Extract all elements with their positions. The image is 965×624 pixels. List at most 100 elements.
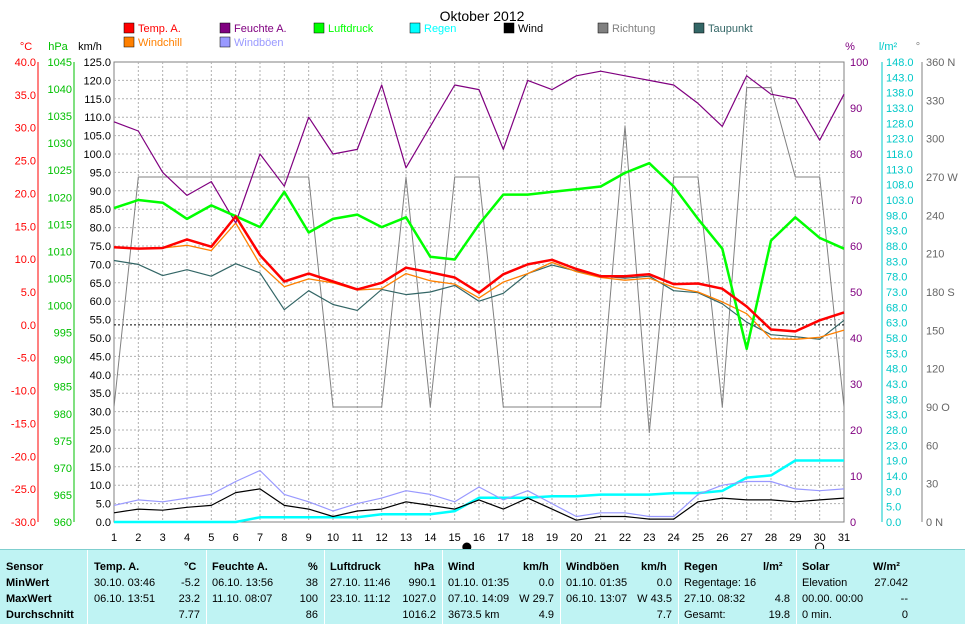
rain-axis-tick: 118.0 xyxy=(886,149,913,161)
header-press: Luftdruck xyxy=(330,561,381,573)
rain-axis-tick: 58.0 xyxy=(886,333,907,345)
stat-row-label: MaxWert xyxy=(6,593,52,605)
stat-temp-time: 30.10. 03:46 xyxy=(94,577,156,589)
rain-axis-tick: 98.0 xyxy=(886,210,907,222)
stat-wind-value: W 29.7 xyxy=(519,593,554,605)
stat-row-label: Durchschnitt xyxy=(6,609,74,621)
rain-axis-tick: 63.0 xyxy=(886,318,907,330)
wind-axis-tick: 125.0 xyxy=(83,57,111,69)
stat-gust-time: 01.10. 01:35 xyxy=(566,577,628,589)
legend-label-taupunkt: Taupunkt xyxy=(708,23,753,35)
temp-axis-tick: -15.0 xyxy=(11,418,36,430)
wind-axis-tick: 5.0 xyxy=(96,499,111,511)
legend-swatch-taupunkt xyxy=(693,22,705,34)
rain-axis-tick: 83.0 xyxy=(886,256,907,268)
pressure-axis-tick: 990 xyxy=(54,355,72,367)
wind-axis-tick: 80.0 xyxy=(90,223,111,235)
x-tick-label: 23 xyxy=(643,532,655,544)
x-tick-label: 9 xyxy=(306,532,312,544)
stat-gust-value: 0.0 xyxy=(656,577,672,589)
wind-axis-tick: 90.0 xyxy=(90,186,111,198)
stat-temp-value: 7.77 xyxy=(178,609,200,621)
humidity-axis-tick: 10 xyxy=(850,471,862,483)
x-tick-label: 31 xyxy=(838,532,850,544)
temp-axis-tick: -30.0 xyxy=(11,517,36,529)
rain-axis-tick: 53.0 xyxy=(886,348,907,360)
rain-axis-tick: 28.0 xyxy=(886,425,907,437)
header-rain-unit: l/m² xyxy=(763,561,783,573)
rain-axis-tick: 33.0 xyxy=(886,410,907,422)
wind-axis-tick: 50.0 xyxy=(90,333,111,345)
temp-axis-tick: 30.0 xyxy=(15,123,36,135)
temp-axis-tick: -20.0 xyxy=(11,451,36,463)
x-tick-label: 30 xyxy=(814,532,826,544)
stat-hum-value: 100 xyxy=(299,593,318,605)
legend-swatch-temp-a xyxy=(123,22,135,34)
wind-axis-tick: 40.0 xyxy=(90,370,111,382)
rain-axis-tick: 19.0 xyxy=(886,456,907,468)
temp-axis-tick: 40.0 xyxy=(15,57,36,69)
pressure-axis-tick: 985 xyxy=(54,382,72,394)
x-tick-label: 4 xyxy=(184,532,190,544)
x-tick-label: 29 xyxy=(789,532,801,544)
stat-temp-value: -5.2 xyxy=(181,577,200,589)
humidity-axis-tick: 20 xyxy=(850,425,862,437)
pressure-axis-tick: 1045 xyxy=(48,57,72,69)
weather-chart: Oktober 2012 Temp. A. Feuchte A. Luftdruck… xyxy=(11,8,958,549)
wind-axis-tick: 105.0 xyxy=(83,131,111,143)
humidity-axis-tick: 50 xyxy=(850,287,862,299)
chart-title: Oktober 2012 xyxy=(440,8,525,24)
rain-axis-tick: 78.0 xyxy=(886,272,907,284)
direction-axis-tick: 240 xyxy=(926,210,944,222)
pressure-axis-tick: 995 xyxy=(54,328,72,340)
rain-axis-tick: 93.0 xyxy=(886,226,907,238)
stat-rain-value: 4.8 xyxy=(774,593,790,605)
chart-series xyxy=(113,70,845,524)
wind-axis-tick: 0.0 xyxy=(96,517,111,529)
stat-hum-value: 86 xyxy=(305,609,318,621)
legend-swatch-windb-en xyxy=(219,36,231,48)
legend-label-windb-en: Windböen xyxy=(234,37,284,49)
header-sensor: Sensor xyxy=(6,561,44,573)
stat-gust-time: 06.10. 13:07 xyxy=(566,593,628,605)
wind-axis-tick: 55.0 xyxy=(90,315,111,327)
direction-axis-tick: 0 N xyxy=(926,517,943,529)
chart-legend: Temp. A. Feuchte A. Luftdruck Regen Wind Rich… xyxy=(123,22,753,49)
header-hum-unit: % xyxy=(308,561,318,573)
chart-grid xyxy=(113,61,845,523)
wind-axis-tick: 110.0 xyxy=(84,112,111,124)
moon-new-marker xyxy=(815,542,825,549)
x-tick-label: 5 xyxy=(208,532,214,544)
series-windb-en-line xyxy=(113,469,845,518)
x-tick-label: 25 xyxy=(692,532,704,544)
stat-hum-value: 38 xyxy=(305,577,318,589)
stat-rain-time: Gesamt: xyxy=(684,609,726,621)
temp-axis-tick: 10.0 xyxy=(15,254,36,266)
temp-axis-tick: -10.0 xyxy=(11,386,36,398)
direction-axis-tick: 270 W xyxy=(926,172,958,184)
x-tick-label: 27 xyxy=(741,532,753,544)
rain-axis-tick: 108.0 xyxy=(886,180,914,192)
humidity-axis-tick: 60 xyxy=(850,241,862,253)
wind-axis-tick: 100.0 xyxy=(83,149,111,161)
pressure-axis-tick: 1005 xyxy=(48,273,72,285)
humidity-axis-tick: 40 xyxy=(850,333,862,345)
header-rain: Regen xyxy=(684,561,718,573)
wind-axis-tick: 85.0 xyxy=(90,204,111,216)
legend-swatch-luftdruck xyxy=(313,22,325,34)
pressure-axis-tick: 1020 xyxy=(48,192,72,204)
direction-axis-tick: 30 xyxy=(926,479,938,491)
x-tick-label: 13 xyxy=(400,532,412,544)
stat-wind-time: 01.10. 01:35 xyxy=(448,577,510,589)
x-tick-label: 28 xyxy=(765,532,777,544)
series-richtung-line xyxy=(113,87,845,434)
temp-axis-tick: -5.0 xyxy=(17,353,36,365)
wind-axis-tick: 115.0 xyxy=(84,94,111,106)
direction-axis-tick: 330 xyxy=(926,95,944,107)
x-tick-label: 6 xyxy=(233,532,239,544)
x-tick-label: 10 xyxy=(327,532,339,544)
pressure-axis-tick: 1015 xyxy=(48,219,72,231)
stat-press-value: 1016.2 xyxy=(402,609,436,621)
header-temp-unit: °C xyxy=(184,561,197,573)
stat-wind-time: 07.10. 14:09 xyxy=(448,593,510,605)
